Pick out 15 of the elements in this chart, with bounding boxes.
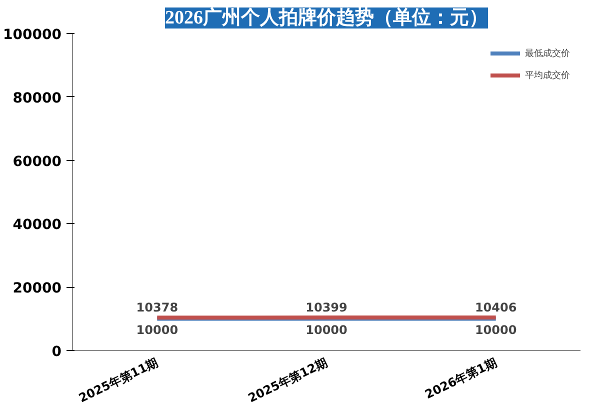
legend-label: 最低成交价 xyxy=(525,46,570,60)
data-label: 10000 xyxy=(136,322,178,337)
data-label: 10000 xyxy=(474,322,517,337)
data-label: 10399 xyxy=(306,300,348,315)
chart-title: 2026广州个人拍牌价趋势（单位：元） xyxy=(165,6,488,28)
y-tick-label: 60000 xyxy=(12,154,62,170)
y-tick-label: 0 xyxy=(52,344,62,360)
data-label: 10406 xyxy=(474,300,517,315)
legend-label: 平均成交价 xyxy=(525,68,570,82)
y-tick-label: 20000 xyxy=(12,280,62,297)
y-tick-label: 40000 xyxy=(12,217,62,234)
y-tick-label: 100000 xyxy=(3,27,62,43)
data-label: 10000 xyxy=(306,322,348,337)
y-tick-label: 80000 xyxy=(12,90,62,106)
data-label: 10378 xyxy=(136,300,178,315)
